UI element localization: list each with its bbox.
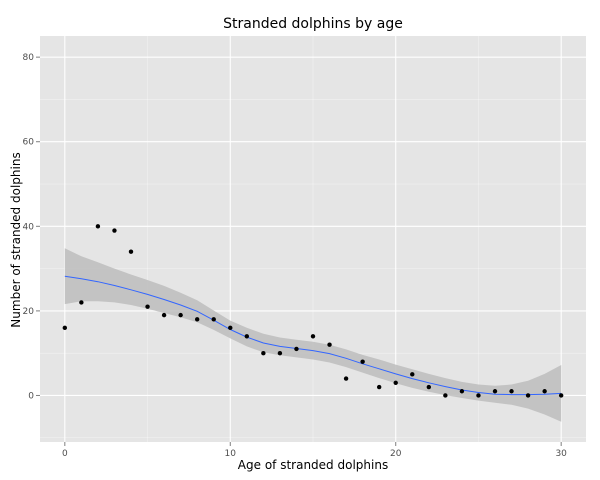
confidence-band — [64, 248, 562, 422]
confidence-band-layer — [64, 248, 562, 422]
data-point — [228, 325, 233, 331]
x-tick-label: 20 — [390, 449, 402, 459]
y-tick-label: 80 — [23, 53, 35, 63]
data-point — [476, 393, 481, 398]
smooth-line-layer — [64, 275, 562, 396]
data-point — [128, 249, 134, 254]
data-point — [294, 346, 299, 352]
data-points — [62, 224, 564, 398]
data-point — [443, 393, 448, 398]
data-point — [393, 380, 398, 385]
data-point — [244, 334, 250, 339]
data-point — [492, 389, 498, 394]
y-tick-label: 20 — [23, 307, 35, 317]
data-point — [310, 334, 316, 339]
x-tick-label: 0 — [62, 449, 68, 459]
data-point — [509, 389, 514, 394]
data-point — [542, 389, 547, 394]
data-point — [343, 376, 349, 381]
y-tick-label: 60 — [23, 138, 35, 148]
chart-title: Stranded dolphins by age — [223, 16, 403, 32]
x-tick-label: 30 — [555, 449, 567, 459]
data-point — [426, 384, 432, 390]
data-point — [145, 304, 150, 309]
y-tick-label: 40 — [23, 222, 35, 232]
data-point — [79, 300, 84, 305]
data-point — [261, 350, 266, 356]
data-point — [112, 228, 117, 233]
data-point — [194, 317, 200, 322]
data-point — [525, 393, 531, 398]
data-point — [277, 350, 283, 356]
data-point — [376, 384, 382, 390]
smooth-line — [64, 275, 562, 396]
y-axis-title: Number of stranded dolphins — [9, 152, 23, 327]
minor-gridlines — [40, 36, 586, 442]
y-tick-label: 0 — [28, 391, 34, 401]
data-point — [211, 317, 216, 322]
data-point — [178, 312, 183, 318]
data-point — [62, 325, 68, 331]
data-point — [410, 372, 415, 377]
data-point — [327, 342, 332, 347]
data-point — [459, 389, 465, 394]
data-point — [95, 224, 101, 229]
x-axis-title: Age of stranded dolphins — [238, 458, 388, 472]
y-axis-ticks: 0 20 40 60 80 — [23, 53, 40, 401]
data-point — [558, 393, 564, 398]
x-axis-ticks: 0 10 20 30 — [62, 442, 567, 459]
x-tick-label: 10 — [225, 449, 237, 459]
data-point — [360, 359, 365, 364]
data-point — [161, 312, 167, 318]
